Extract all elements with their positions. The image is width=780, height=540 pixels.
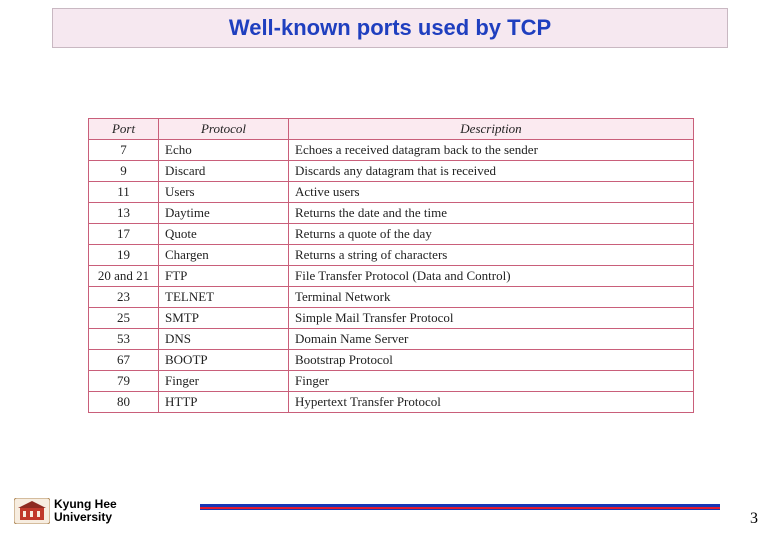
cell-port: 19	[89, 245, 159, 266]
institution-name: Kyung Hee University	[54, 498, 117, 524]
table-row: 11UsersActive users	[89, 182, 694, 203]
cell-port: 20 and 21	[89, 266, 159, 287]
footer-rule-red	[200, 507, 720, 509]
cell-port: 9	[89, 161, 159, 182]
footer: Kyung Hee University 3	[0, 486, 780, 530]
cell-description: Finger	[289, 371, 694, 392]
cell-description: Simple Mail Transfer Protocol	[289, 308, 694, 329]
cell-port: 13	[89, 203, 159, 224]
cell-description: Terminal Network	[289, 287, 694, 308]
col-description: Description	[289, 119, 694, 140]
ports-table-container: Port Protocol Description 7EchoEchoes a …	[88, 118, 694, 413]
table-row: 80HTTPHypertext Transfer Protocol	[89, 392, 694, 413]
table-row: 23TELNETTerminal Network	[89, 287, 694, 308]
university-logo-icon	[14, 498, 50, 524]
cell-protocol: Echo	[159, 140, 289, 161]
cell-protocol: Discard	[159, 161, 289, 182]
table-row: 17QuoteReturns a quote of the day	[89, 224, 694, 245]
table-row: 19ChargenReturns a string of characters	[89, 245, 694, 266]
cell-protocol: Chargen	[159, 245, 289, 266]
cell-protocol: Users	[159, 182, 289, 203]
cell-port: 23	[89, 287, 159, 308]
cell-description: Returns a quote of the day	[289, 224, 694, 245]
cell-protocol: Daytime	[159, 203, 289, 224]
cell-description: Bootstrap Protocol	[289, 350, 694, 371]
cell-protocol: BOOTP	[159, 350, 289, 371]
cell-protocol: HTTP	[159, 392, 289, 413]
cell-description: Active users	[289, 182, 694, 203]
col-port: Port	[89, 119, 159, 140]
cell-description: Discards any datagram that is received	[289, 161, 694, 182]
cell-protocol: DNS	[159, 329, 289, 350]
ports-table: Port Protocol Description 7EchoEchoes a …	[88, 118, 694, 413]
cell-port: 25	[89, 308, 159, 329]
cell-protocol: SMTP	[159, 308, 289, 329]
cell-port: 80	[89, 392, 159, 413]
cell-port: 7	[89, 140, 159, 161]
cell-port: 17	[89, 224, 159, 245]
institution-line2: University	[54, 511, 117, 524]
cell-description: Hypertext Transfer Protocol	[289, 392, 694, 413]
table-row: 53DNSDomain Name Server	[89, 329, 694, 350]
cell-protocol: FTP	[159, 266, 289, 287]
cell-port: 67	[89, 350, 159, 371]
table-header-row: Port Protocol Description	[89, 119, 694, 140]
page-number: 3	[750, 510, 758, 528]
col-protocol: Protocol	[159, 119, 289, 140]
table-row: 13DaytimeReturns the date and the time	[89, 203, 694, 224]
cell-description: Returns a string of characters	[289, 245, 694, 266]
cell-description: File Transfer Protocol (Data and Control…	[289, 266, 694, 287]
cell-protocol: Quote	[159, 224, 289, 245]
cell-description: Returns the date and the time	[289, 203, 694, 224]
cell-description: Echoes a received datagram back to the s…	[289, 140, 694, 161]
cell-protocol: Finger	[159, 371, 289, 392]
cell-port: 79	[89, 371, 159, 392]
table-row: 25SMTPSimple Mail Transfer Protocol	[89, 308, 694, 329]
cell-port: 11	[89, 182, 159, 203]
table-row: 79FingerFinger	[89, 371, 694, 392]
table-row: 67BOOTPBootstrap Protocol	[89, 350, 694, 371]
table-row: 20 and 21FTPFile Transfer Protocol (Data…	[89, 266, 694, 287]
title-bar: Well-known ports used by TCP	[52, 8, 728, 48]
table-row: 7EchoEchoes a received datagram back to …	[89, 140, 694, 161]
cell-description: Domain Name Server	[289, 329, 694, 350]
page-title: Well-known ports used by TCP	[229, 15, 551, 41]
cell-port: 53	[89, 329, 159, 350]
table-row: 9DiscardDiscards any datagram that is re…	[89, 161, 694, 182]
cell-protocol: TELNET	[159, 287, 289, 308]
